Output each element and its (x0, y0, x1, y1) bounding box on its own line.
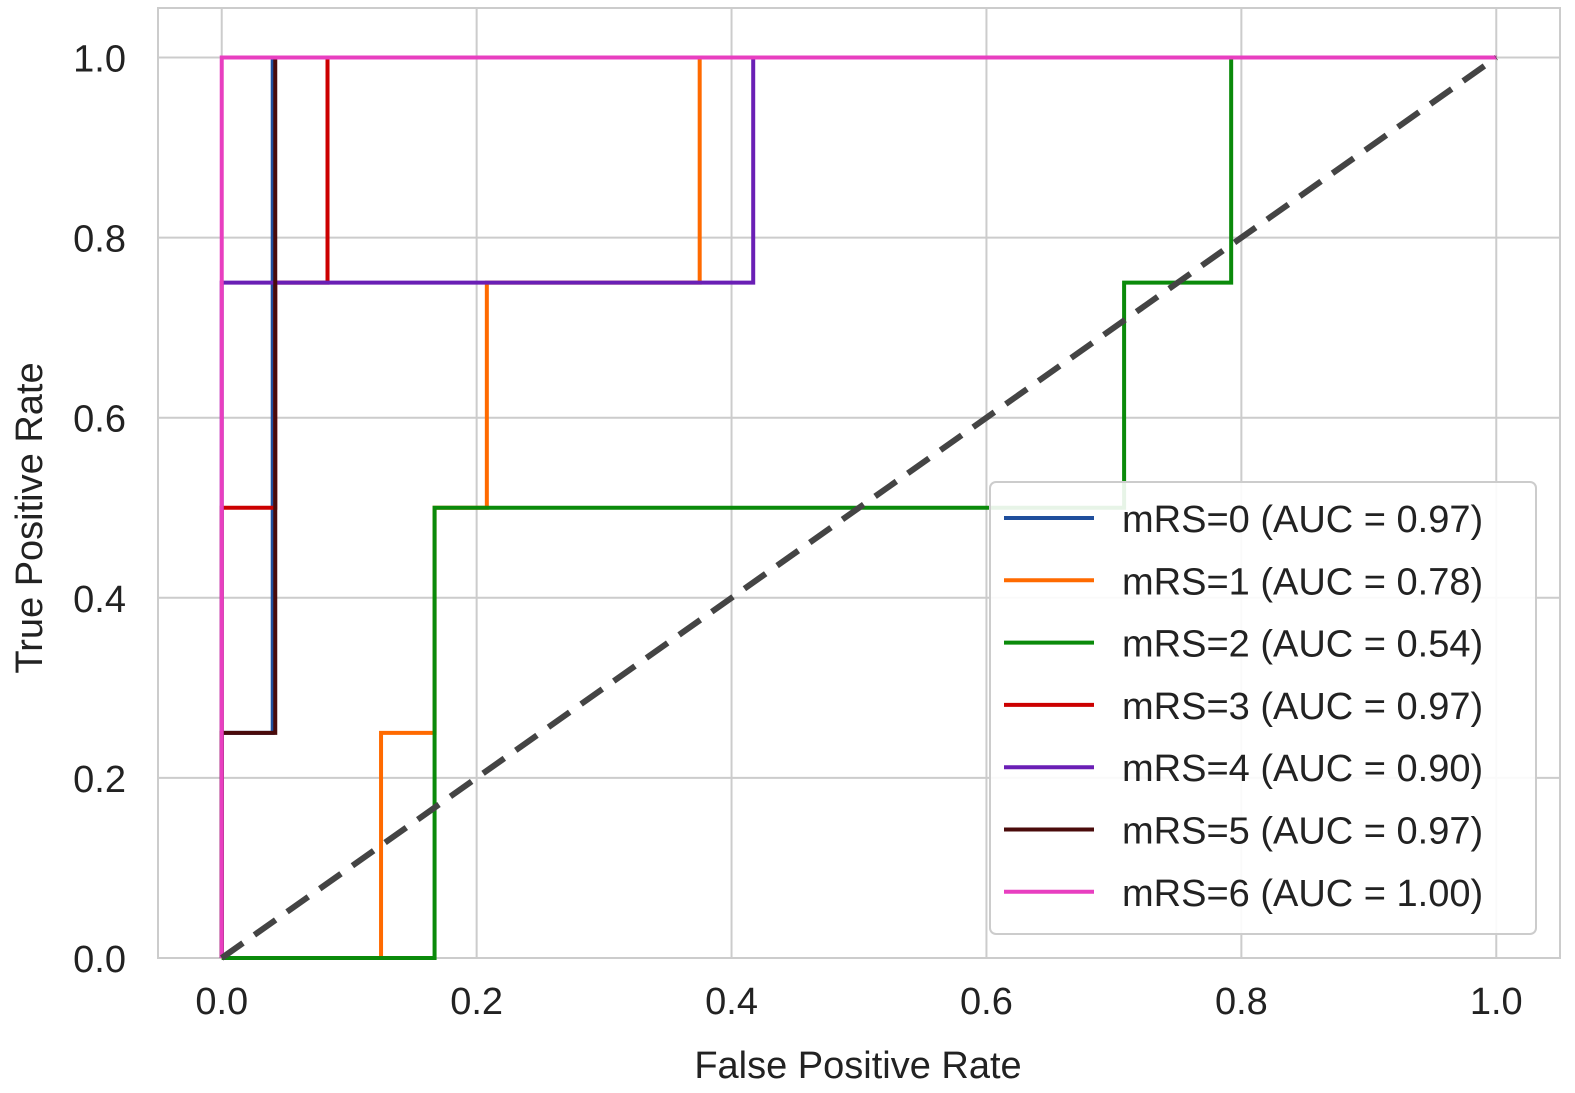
x-tick-label: 0.6 (960, 981, 1013, 1023)
x-axis-label: False Positive Rate (694, 1045, 1021, 1087)
y-tick-label: 0.0 (73, 939, 126, 981)
roc-curves (219, 55, 1499, 961)
y-tick-label: 1.0 (73, 39, 126, 81)
diagonal-reference-line (219, 55, 1499, 961)
x-tick-label: 0.4 (705, 981, 758, 1023)
legend-label: mRS=6 (AUC = 1.00) (1122, 873, 1483, 915)
y-axis-label: True Positive Rate (9, 362, 51, 673)
x-tick-label: 0.2 (450, 981, 503, 1023)
legend-box (989, 481, 1537, 935)
y-tick-label: 0.6 (73, 399, 126, 441)
roc-curve-mrs-6 (219, 55, 1497, 958)
y-tick-label: 0.4 (73, 579, 126, 621)
legend-label: mRS=5 (AUC = 0.97) (1122, 811, 1483, 853)
y-tick-label: 0.2 (73, 759, 126, 801)
roc-curve-mrs-2 (221, 55, 1497, 960)
x-tick-labels: 0.0 0.2 0.4 0.6 0.8 1.0 (195, 981, 1522, 1023)
y-tick-labels: 0.0 0.2 0.4 0.6 0.8 1.0 (73, 39, 126, 981)
legend-label: mRS=4 (AUC = 0.90) (1122, 748, 1483, 790)
legend-label: mRS=1 (AUC = 0.78) (1122, 561, 1483, 603)
legend: mRS=0 (AUC = 0.97) mRS=1 (AUC = 0.78) mRS=… (989, 481, 1537, 935)
legend-label: mRS=3 (AUC = 0.97) (1122, 686, 1483, 728)
x-tick-label: 0.0 (195, 981, 248, 1023)
x-tick-label: 1.0 (1470, 981, 1523, 1023)
y-tick-label: 0.8 (73, 219, 126, 261)
legend-label: mRS=0 (AUC = 0.97) (1122, 499, 1483, 541)
legend-label: mRS=2 (AUC = 0.54) (1122, 624, 1483, 666)
x-tick-label: 0.8 (1215, 981, 1268, 1023)
